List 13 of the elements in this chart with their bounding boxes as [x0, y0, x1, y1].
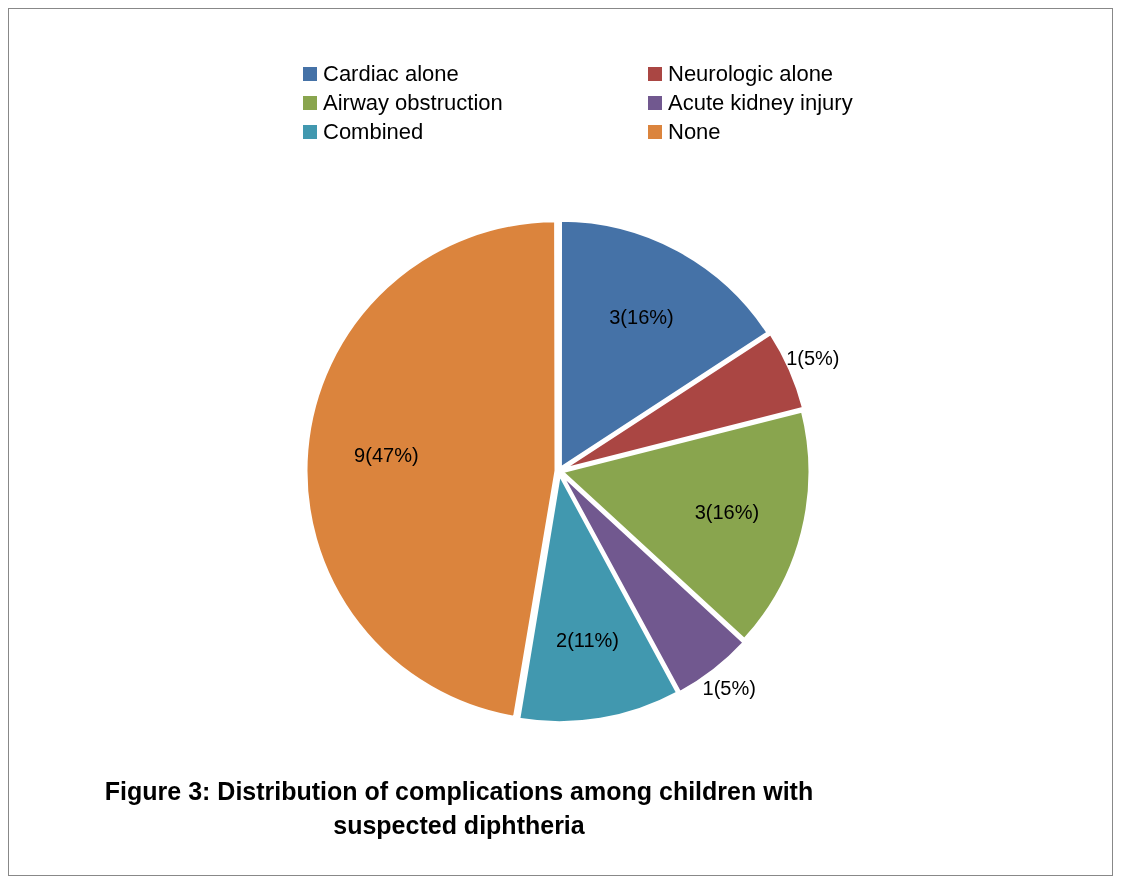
data-label: 1(5%) [702, 677, 756, 700]
data-label: 1(5%) [786, 347, 840, 370]
legend-label: None [668, 118, 721, 146]
text: Figure 3: Distribution of complications among children with suspected diphtheria [103, 776, 815, 841]
legend-label: Cardiac alone [323, 60, 459, 88]
data-label: 3(16%) [609, 306, 674, 329]
legend-label: Neurologic alone [668, 60, 834, 88]
legend-label: Airway obstruction [323, 89, 503, 117]
legend-label: Combined [323, 118, 424, 146]
data-label: 9(47%) [354, 444, 419, 467]
data-label: 3(16%) [694, 501, 760, 524]
data-label: 2(11%) [556, 629, 620, 652]
legend-label: Acute kidney injury [668, 89, 853, 117]
